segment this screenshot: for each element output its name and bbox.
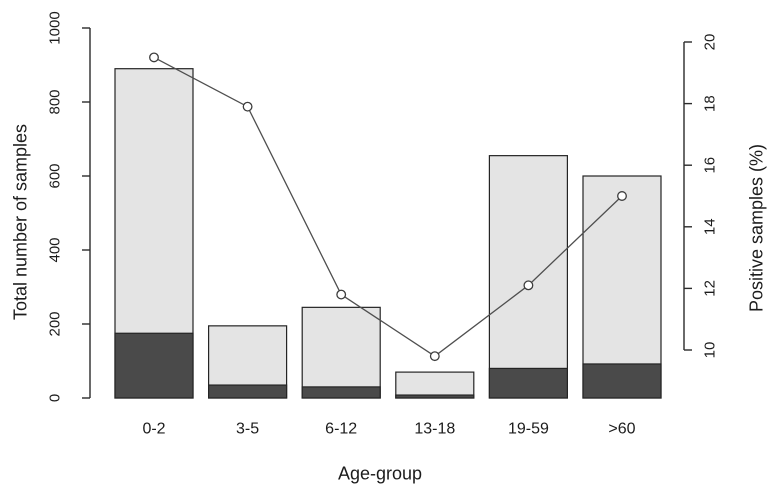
category-label: 6-12	[325, 421, 357, 438]
positive-percent-marker	[429, 351, 440, 362]
category-label: >60	[608, 421, 635, 438]
positive-samples-bar	[301, 386, 381, 399]
category-label: 13-18	[414, 421, 455, 438]
positive-percent-marker	[617, 191, 627, 201]
left-axis-tick-label: 1000	[47, 11, 64, 44]
positive-percent-marker	[523, 280, 534, 291]
total-samples-bar	[582, 175, 662, 399]
positive-percent-marker	[336, 289, 347, 300]
left-axis-title: Total number of samples	[10, 123, 31, 321]
positive-samples-bar	[114, 332, 194, 399]
positive-percent-line	[153, 56, 623, 357]
right-axis-tick-label: 14	[702, 218, 719, 235]
positive-samples-bar	[582, 363, 662, 399]
positive-percent-marker	[149, 52, 159, 63]
left-axis-tick-label: 0	[47, 394, 64, 402]
right-axis-tick-label: 10	[702, 342, 719, 359]
x-axis-title: Age-group	[337, 463, 423, 484]
right-axis-title: Positive samples (%)	[746, 143, 767, 313]
right-axis-tick-label: 20	[702, 34, 719, 51]
category-label: 3-5	[236, 421, 259, 438]
positive-samples-bar	[208, 384, 288, 399]
right-axis-tick-label: 16	[702, 157, 719, 174]
left-axis-tick-label: 400	[47, 237, 64, 262]
category-label: 19-59	[508, 421, 549, 438]
left-axis-tick-label: 600	[47, 163, 64, 188]
right-axis-tick-label: 12	[702, 280, 719, 297]
left-axis-tick-label: 200	[47, 311, 64, 336]
total-samples-bar	[395, 371, 475, 399]
category-label: 0-2	[142, 421, 165, 438]
positive-samples-bar	[488, 367, 568, 399]
total-samples-bar	[488, 155, 568, 399]
positive-percent-marker	[242, 101, 253, 112]
total-samples-bar	[301, 306, 381, 399]
positive-samples-bar	[395, 394, 475, 399]
right-axis-tick-label: 18	[702, 95, 719, 112]
left-axis-tick-label: 800	[47, 89, 64, 114]
